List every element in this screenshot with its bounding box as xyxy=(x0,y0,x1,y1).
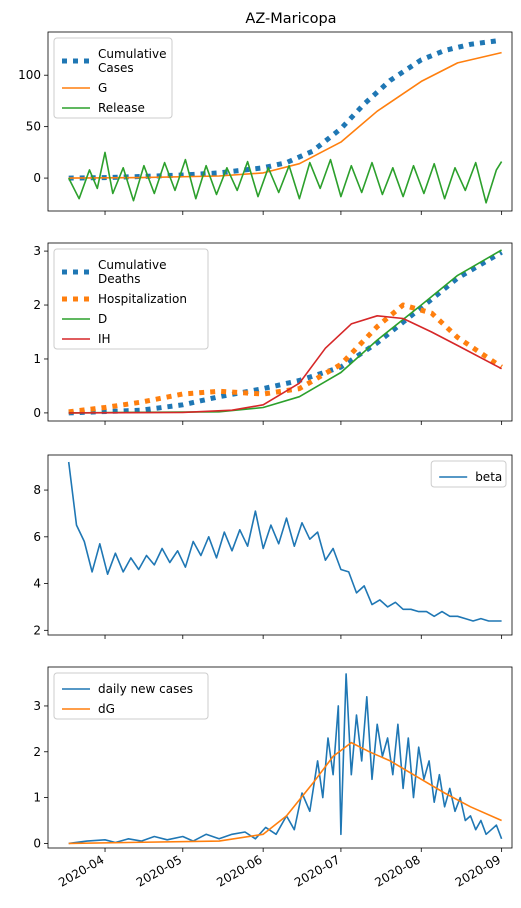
legend-label: Deaths xyxy=(98,272,141,286)
y-tick-label: 0 xyxy=(33,171,41,185)
y-tick-label: 100 xyxy=(18,68,41,82)
x-tick-label: 2020-04 xyxy=(56,852,106,889)
series-line-3 xyxy=(67,151,503,204)
legend-label: Release xyxy=(98,101,145,115)
plot-frame xyxy=(47,666,513,849)
y-tick-label: 4 xyxy=(33,577,41,591)
series-line-1 xyxy=(67,461,502,622)
series-line-2 xyxy=(68,741,502,845)
legend-label: G xyxy=(98,81,107,95)
legend-label: Cases xyxy=(98,61,134,75)
panel-4: 0 1 2 3 daily new cases dG xyxy=(33,666,513,852)
legend-label: D xyxy=(98,312,107,326)
panel-3: 2 4 6 8 beta xyxy=(33,454,513,639)
y-tick-label: 2 xyxy=(33,623,41,637)
series-line-4 xyxy=(68,314,502,414)
legend-label: dG xyxy=(98,702,115,716)
y-tick-label: 6 xyxy=(33,530,41,544)
x-tick-label: 2020-08 xyxy=(372,852,422,889)
legend-label: beta xyxy=(475,470,502,484)
y-tick-label: 1 xyxy=(33,352,41,366)
legend: daily new cases dG xyxy=(53,672,209,720)
x-tick-label: 2020-07 xyxy=(292,852,342,889)
series-line-1 xyxy=(68,673,503,845)
y-tick-label: 1 xyxy=(33,791,41,805)
plot-frame xyxy=(47,242,513,422)
y-tick-label: 50 xyxy=(26,120,41,134)
y-tick-label: 0 xyxy=(33,406,41,420)
legend-label: Hospitalization xyxy=(98,292,187,306)
legend: beta xyxy=(430,460,507,488)
legend-label: Cumulative xyxy=(98,47,167,61)
x-tick-label: 2020-09 xyxy=(453,852,503,889)
y-tick-label: 3 xyxy=(33,699,41,713)
legend-label: daily new cases xyxy=(98,682,193,696)
y-tick-label: 0 xyxy=(33,836,41,850)
series-line-2 xyxy=(68,302,503,415)
plot-frame xyxy=(47,31,513,212)
y-tick-label: 2 xyxy=(33,745,41,759)
series-line-1 xyxy=(68,250,503,416)
figure-title: AZ-Maricopa xyxy=(245,11,336,27)
y-tick-label: 8 xyxy=(33,483,41,497)
legend-label: IH xyxy=(98,332,111,346)
plot-frame xyxy=(47,454,513,636)
legend-label: Cumulative xyxy=(98,258,167,272)
y-tick-label: 3 xyxy=(33,244,41,258)
y-tick-label: 2 xyxy=(33,298,41,312)
x-tick-label: 2020-06 xyxy=(214,852,264,889)
x-tick-label: 2020-05 xyxy=(134,852,184,889)
